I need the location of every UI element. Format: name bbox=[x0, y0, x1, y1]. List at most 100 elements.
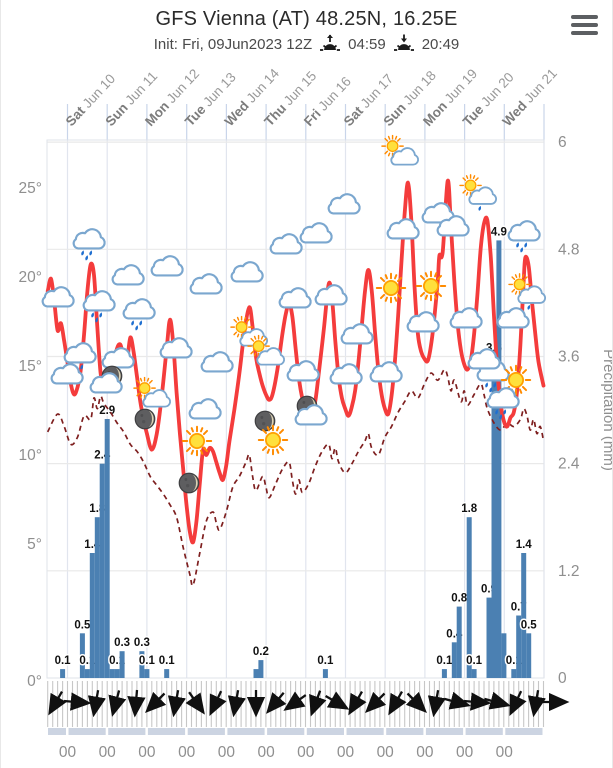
rain-cloud-icon bbox=[84, 291, 115, 323]
precip-value-label: 1.8 bbox=[461, 503, 478, 515]
precip-bar bbox=[511, 669, 517, 678]
precip-axis-title: Precipitation (mm) bbox=[600, 349, 613, 471]
day-segment-bar bbox=[386, 728, 424, 735]
precip-value-label: 0.1 bbox=[139, 655, 156, 667]
precip-value-label: 0.2 bbox=[253, 646, 269, 658]
precip-bar bbox=[258, 660, 264, 678]
day-segment-bar bbox=[147, 728, 186, 735]
day-segment-bar bbox=[306, 728, 344, 735]
precip-axis-tick: 6 bbox=[558, 134, 567, 151]
cloud-icon bbox=[190, 399, 221, 418]
temp-axis-tick: 10° bbox=[19, 447, 42, 464]
sunset-icon bbox=[393, 34, 414, 51]
precip-bar bbox=[104, 419, 110, 678]
precip-bar bbox=[496, 240, 502, 678]
cloud-icon bbox=[288, 361, 319, 380]
precip-value-label: 0.3 bbox=[114, 637, 130, 649]
precip-value-label: 0.1 bbox=[159, 655, 176, 667]
precip-bar bbox=[94, 517, 100, 678]
precip-axis-tick: 3.6 bbox=[558, 349, 580, 366]
precip-bar bbox=[164, 669, 170, 678]
day-segment-bar bbox=[108, 728, 146, 735]
precip-bar bbox=[253, 669, 259, 678]
precip-bar bbox=[109, 669, 115, 678]
cloud-icon bbox=[52, 364, 83, 383]
precip-axis-tick: 2.4 bbox=[558, 456, 580, 473]
wind-arrow bbox=[527, 689, 546, 718]
hour-label: 00 bbox=[138, 744, 156, 761]
sun-cloud-rain-icon bbox=[460, 175, 496, 211]
wind-arrow bbox=[209, 690, 227, 717]
precip-bar bbox=[322, 669, 328, 678]
precip-value-label: 0.1 bbox=[436, 655, 453, 667]
cloud-icon bbox=[329, 194, 360, 213]
temp-axis-tick: 15° bbox=[19, 358, 42, 375]
precip-bar bbox=[139, 651, 145, 678]
day-segment-bar bbox=[425, 728, 464, 735]
plot-border bbox=[46, 139, 545, 679]
cloud-icon bbox=[388, 219, 419, 238]
precip-bar bbox=[89, 553, 95, 678]
precip-bar bbox=[79, 633, 85, 678]
precip-value-label: 0.3 bbox=[134, 637, 150, 649]
init-row: Init: Fri, 09Jun2023 12Z 04:59 20:49 bbox=[1, 33, 612, 55]
sun-cloud-rain-icon bbox=[509, 274, 545, 310]
hour-label: 00 bbox=[99, 744, 117, 761]
day-segment-bar bbox=[505, 728, 543, 735]
cloud-icon bbox=[498, 308, 529, 327]
wind-arrow bbox=[365, 691, 387, 713]
precip-value-label: 0.5 bbox=[521, 619, 538, 631]
precip-bar bbox=[466, 517, 472, 678]
sun-icon bbox=[181, 425, 213, 457]
sun-icon bbox=[415, 270, 447, 302]
cloud-icon bbox=[342, 324, 373, 343]
wind-arrow bbox=[87, 689, 106, 718]
cloud-icon bbox=[408, 312, 439, 331]
cloud-icon bbox=[113, 265, 144, 284]
wind-arrow bbox=[309, 690, 327, 717]
wind-arrow bbox=[463, 692, 492, 711]
precip-value-label: 0.1 bbox=[466, 655, 483, 667]
wind-arrow bbox=[266, 692, 287, 714]
temp-axis-tick: 5° bbox=[27, 536, 42, 553]
precip-value-label: 0.8 bbox=[451, 593, 468, 605]
precip-bar bbox=[84, 669, 90, 678]
sunset-time: 20:49 bbox=[421, 35, 460, 53]
cloud-icon bbox=[91, 373, 122, 392]
menu-icon[interactable] bbox=[571, 15, 599, 35]
hour-label: 00 bbox=[377, 744, 395, 761]
wind-arrow bbox=[283, 691, 307, 711]
init-label: Init: Fri, 09Jun2023 12Z bbox=[153, 35, 313, 53]
hour-label: 00 bbox=[416, 744, 434, 761]
moon-icon bbox=[254, 410, 276, 432]
hour-label: 00 bbox=[59, 744, 77, 761]
precip-bar bbox=[456, 606, 462, 678]
precip-bar bbox=[516, 615, 522, 678]
wind-arrow bbox=[427, 689, 446, 718]
precip-bar bbox=[60, 669, 66, 678]
wind-arrow bbox=[444, 691, 471, 710]
page-title: GFS Vienna (AT) 48.25N, 16.25E bbox=[155, 8, 458, 30]
wind-arrow bbox=[145, 691, 167, 713]
temp-axis-tick: 25° bbox=[19, 180, 42, 197]
chart-header: GFS Vienna (AT) 48.25N, 16.25E Init: Fri… bbox=[1, 0, 612, 55]
cloud-icon bbox=[161, 338, 192, 357]
hour-label: 00 bbox=[178, 744, 196, 761]
precip-bar bbox=[441, 669, 447, 678]
hour-label: 00 bbox=[456, 744, 474, 761]
cloud-icon bbox=[271, 234, 302, 253]
rain-cloud-icon bbox=[124, 299, 155, 331]
precip-bar bbox=[471, 669, 477, 678]
cloud-icon bbox=[232, 262, 263, 281]
wind-arrow bbox=[325, 691, 350, 710]
moon-icon bbox=[134, 408, 156, 430]
temp-axis-tick: 20° bbox=[19, 269, 42, 286]
precip-bar bbox=[144, 669, 150, 678]
dewpoint-curve bbox=[46, 368, 545, 587]
day-segment-bar bbox=[267, 728, 305, 735]
precip-bar bbox=[99, 463, 105, 678]
precip-bar bbox=[521, 553, 527, 678]
day-segment-bar bbox=[346, 728, 384, 735]
hour-label: 00 bbox=[297, 744, 315, 761]
